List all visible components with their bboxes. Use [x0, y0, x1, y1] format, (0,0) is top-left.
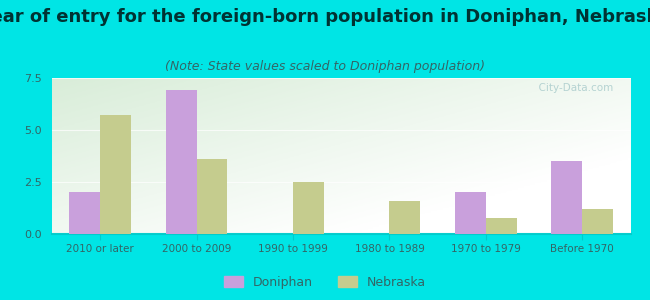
Bar: [582, 209, 613, 234]
Text: Year of entry for the foreign-born population in Doniphan, Nebraska: Year of entry for the foreign-born popul…: [0, 8, 650, 26]
Bar: [100, 116, 131, 234]
Text: (Note: State values scaled to Doniphan population): (Note: State values scaled to Doniphan p…: [165, 60, 485, 73]
Bar: [196, 159, 227, 234]
Bar: [486, 218, 517, 234]
Bar: [455, 192, 486, 234]
Text: City-Data.com: City-Data.com: [532, 83, 613, 93]
Bar: [293, 182, 324, 234]
Bar: [70, 192, 100, 234]
Bar: [551, 161, 582, 234]
Bar: [389, 201, 421, 234]
Legend: Doniphan, Nebraska: Doniphan, Nebraska: [219, 271, 431, 294]
Bar: [166, 91, 196, 234]
